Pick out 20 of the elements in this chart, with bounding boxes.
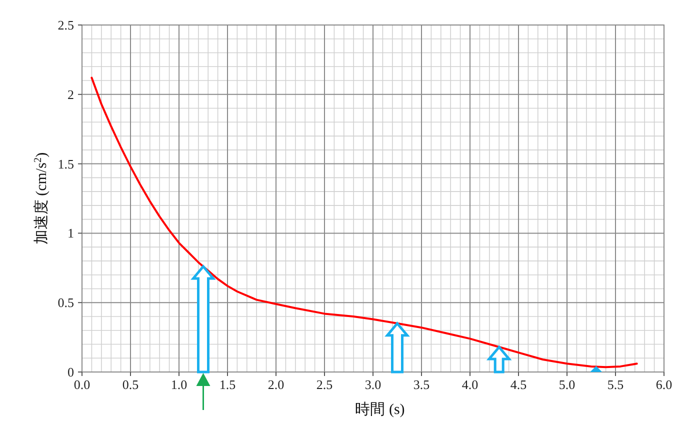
y-tick-label: 0 bbox=[68, 364, 74, 380]
x-tick-label: 2.5 bbox=[316, 377, 333, 392]
x-tick-label: 3.5 bbox=[413, 377, 430, 392]
x-tick-label: 4.0 bbox=[462, 377, 478, 392]
x-tick-label: 1.5 bbox=[219, 377, 236, 392]
x-tick-label: 0.0 bbox=[74, 377, 90, 392]
x-tick-label: 1.0 bbox=[170, 377, 188, 392]
y-tick-label: 2 bbox=[68, 86, 74, 102]
x-axis-title: 時間 (s) bbox=[355, 401, 405, 418]
x-tick-label: 6.0 bbox=[656, 377, 672, 392]
x-tick-label: 4.5 bbox=[510, 377, 527, 392]
x-tick-label: 2.0 bbox=[268, 377, 284, 392]
y-tick-label: 1.5 bbox=[58, 156, 74, 172]
y-tick-label: 2.5 bbox=[58, 18, 74, 32]
x-tick-label: 3.0 bbox=[364, 377, 382, 392]
x-tick-label: 5.5 bbox=[607, 377, 624, 392]
y-tick-label: 0.5 bbox=[58, 295, 74, 310]
x-tick-label: 0.5 bbox=[122, 377, 139, 392]
y-tick-label: 1 bbox=[68, 226, 74, 241]
x-tick-label: 5.0 bbox=[558, 377, 576, 392]
